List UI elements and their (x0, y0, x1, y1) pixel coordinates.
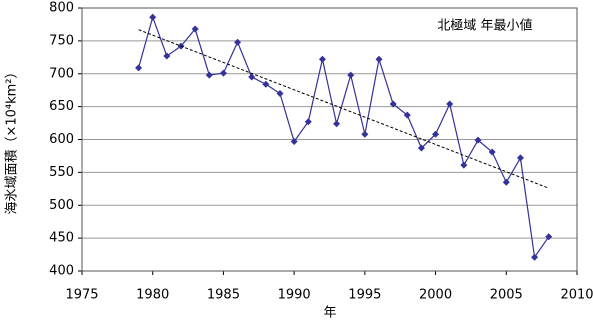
marker (474, 136, 482, 144)
trend-line (138, 29, 549, 189)
x-tick-label: 1980 (136, 288, 169, 303)
marker (446, 100, 454, 108)
marker (276, 89, 284, 97)
y-tick-label: 650 (49, 99, 74, 114)
y-tick-label: 550 (49, 165, 74, 180)
marker (516, 154, 524, 162)
y-tick-label: 500 (49, 198, 74, 213)
marker (290, 137, 298, 145)
marker (361, 130, 369, 138)
marker (347, 71, 355, 79)
marker (262, 80, 270, 88)
x-tick-label: 1975 (65, 288, 98, 303)
chart-title: 北極域 年最小値 (437, 18, 532, 34)
marker (304, 118, 312, 126)
x-tick-label: 2000 (419, 288, 452, 303)
y-tick-label: 400 (49, 264, 74, 279)
marker (205, 71, 213, 79)
marker (460, 161, 468, 169)
y-axis-label: 海氷域面積（×10⁴km²） (5, 65, 20, 214)
marker (502, 178, 510, 186)
title-box (405, 12, 565, 38)
marker (545, 233, 553, 241)
marker (191, 25, 199, 33)
marker (219, 69, 227, 77)
series-line (137, 15, 550, 259)
marker (389, 100, 397, 108)
y-tick-label: 600 (49, 132, 74, 147)
marker (432, 130, 440, 138)
y-tick-label: 800 (49, 1, 74, 16)
marker (488, 148, 496, 156)
x-tick-label: 1985 (207, 288, 240, 303)
marker (163, 52, 171, 60)
marker (135, 64, 143, 72)
x-tick-label: 2005 (490, 288, 523, 303)
y-tick-label: 750 (49, 33, 74, 48)
marker (417, 144, 425, 152)
x-tick-label: 1990 (278, 288, 311, 303)
marker (333, 120, 341, 128)
x-tick-label: 1995 (348, 288, 381, 303)
y-tick-label: 700 (49, 66, 74, 81)
marker (318, 55, 326, 63)
marker (375, 55, 383, 63)
plot-frame (81, 7, 578, 272)
marker (234, 38, 242, 46)
marker (531, 253, 539, 261)
x-axis-label: 年 (323, 306, 336, 321)
marker (149, 13, 157, 21)
marker (248, 73, 256, 81)
y-tick-label: 450 (49, 231, 74, 246)
x-tick-label: 2010 (560, 288, 593, 303)
marker (403, 111, 411, 119)
